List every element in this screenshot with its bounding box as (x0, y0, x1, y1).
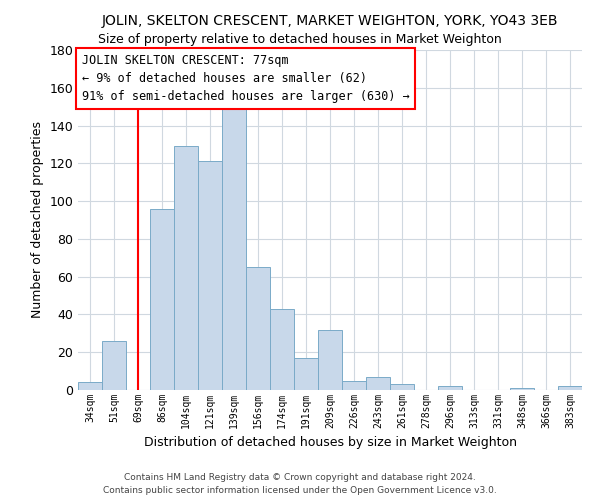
Bar (222, 106, 246, 390)
Bar (150, 208, 174, 390)
Text: JOLIN SKELTON CRESCENT: 77sqm
← 9% of detached houses are smaller (62)
91% of se: JOLIN SKELTON CRESCENT: 77sqm ← 9% of de… (82, 54, 409, 103)
Bar (318, 330, 342, 390)
Bar (342, 380, 366, 390)
Text: Size of property relative to detached houses in Market Weighton: Size of property relative to detached ho… (98, 32, 502, 46)
Title: JOLIN, SKELTON CRESCENT, MARKET WEIGHTON, YORK, YO43 3EB: JOLIN, SKELTON CRESCENT, MARKET WEIGHTON… (102, 14, 558, 28)
Y-axis label: Number of detached properties: Number of detached properties (31, 122, 44, 318)
X-axis label: Distribution of detached houses by size in Market Weighton: Distribution of detached houses by size … (143, 436, 517, 450)
Bar (510, 388, 534, 390)
Bar (366, 377, 390, 390)
Bar (246, 267, 270, 390)
Bar (174, 146, 198, 390)
Bar (294, 358, 318, 390)
Bar (78, 382, 102, 390)
Bar (558, 386, 582, 390)
Bar (198, 162, 222, 390)
Text: Contains HM Land Registry data © Crown copyright and database right 2024.
Contai: Contains HM Land Registry data © Crown c… (103, 474, 497, 495)
Bar (102, 341, 126, 390)
Bar (438, 386, 462, 390)
Bar (270, 309, 294, 390)
Bar (390, 384, 414, 390)
